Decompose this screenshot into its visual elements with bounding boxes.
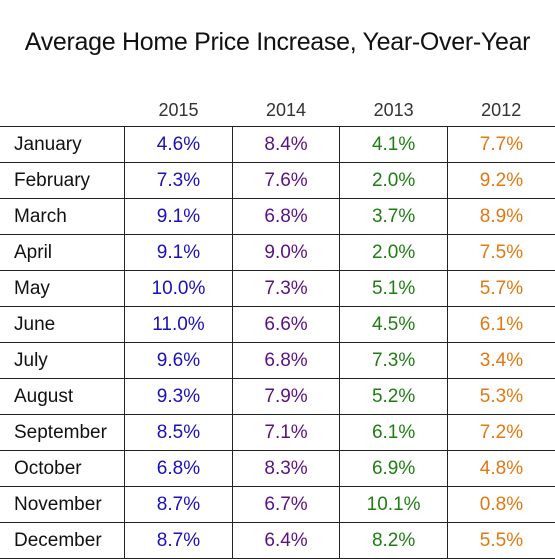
value-cell-2014: 6.8% xyxy=(231,198,341,235)
value-cell-2012: 9.2% xyxy=(446,162,555,199)
value-cell-2013: 7.3% xyxy=(339,342,448,379)
month-label: June xyxy=(0,306,126,343)
value-cell-2013: 10.1% xyxy=(339,486,448,523)
header-year: 2015 xyxy=(158,99,199,120)
value-cell-2012: 5.5% xyxy=(446,522,555,559)
value-cell-2012: 5.7% xyxy=(446,270,555,307)
value-cell-2015: 9.3% xyxy=(124,378,233,415)
header-row: 2015 2014 2013 2012 xyxy=(0,94,555,127)
value-cell-2015: 8.5% xyxy=(124,414,233,451)
header-year: 2014 xyxy=(266,99,307,120)
table-row: November 8.7% 6.7% 10.1% 0.8% xyxy=(0,486,555,523)
value-cell-2013: 3.7% xyxy=(339,198,448,235)
table-row: July 9.6% 6.8% 7.3% 3.4% xyxy=(0,342,555,379)
header-year: 2012 xyxy=(481,99,522,120)
table-row: August 9.3% 7.9% 5.2% 5.3% xyxy=(0,378,555,415)
value-cell-2014: 8.4% xyxy=(231,126,341,163)
value-cell-2013: 6.1% xyxy=(339,414,448,451)
value-cell-2015: 10.0% xyxy=(124,270,233,307)
value-cell-2014: 6.8% xyxy=(231,342,341,379)
table-row: March 9.1% 6.8% 3.7% 8.9% xyxy=(0,198,555,235)
value-cell-2013: 6.9% xyxy=(339,450,448,487)
value-cell-2015: 9.1% xyxy=(124,234,233,271)
value-cell-2015: 7.3% xyxy=(124,162,233,199)
value-cell-2012: 7.7% xyxy=(446,126,555,163)
value-cell-2015: 9.6% xyxy=(124,342,233,379)
value-cell-2013: 4.1% xyxy=(339,126,448,163)
header-year: 2013 xyxy=(373,99,414,120)
month-label: July xyxy=(0,342,126,379)
value-cell-2012: 5.3% xyxy=(446,378,555,415)
month-label: April xyxy=(0,234,126,271)
month-label: December xyxy=(0,522,126,559)
table-row: September 8.5% 7.1% 6.1% 7.2% xyxy=(0,414,555,451)
value-cell-2012: 4.8% xyxy=(446,450,555,487)
table-row: May 10.0% 7.3% 5.1% 5.7% xyxy=(0,270,555,307)
value-cell-2014: 6.6% xyxy=(231,306,341,343)
value-cell-2012: 3.4% xyxy=(446,342,555,379)
month-label: October xyxy=(0,450,126,487)
value-cell-2012: 8.9% xyxy=(446,198,555,235)
chart-title: Average Home Price Increase, Year-Over-Y… xyxy=(24,28,531,56)
value-cell-2014: 9.0% xyxy=(231,234,341,271)
header-blank xyxy=(0,94,125,127)
value-cell-2012: 6.1% xyxy=(446,306,555,343)
value-cell-2014: 7.1% xyxy=(231,414,341,451)
table-row: October 6.8% 8.3% 6.9% 4.8% xyxy=(0,450,555,487)
value-cell-2012: 7.2% xyxy=(446,414,555,451)
table-row: January 4.6% 8.4% 4.1% 7.7% xyxy=(0,126,555,163)
value-cell-2014: 6.4% xyxy=(231,522,341,559)
value-cell-2013: 5.2% xyxy=(339,378,448,415)
value-cell-2013: 2.0% xyxy=(339,162,448,199)
value-cell-2015: 6.8% xyxy=(124,450,233,487)
value-cell-2013: 5.1% xyxy=(339,270,448,307)
value-cell-2015: 11.0% xyxy=(124,306,233,343)
table-row: June 11.0% 6.6% 4.5% 6.1% xyxy=(0,306,555,343)
month-label: August xyxy=(0,378,126,415)
price-table: 2015 2014 2013 2012 January 4.6% 8.4% 4.1% 7… xyxy=(0,94,555,559)
value-cell-2014: 8.3% xyxy=(231,450,341,487)
month-label: November xyxy=(0,486,126,523)
value-cell-2013: 4.5% xyxy=(339,306,448,343)
value-cell-2014: 7.9% xyxy=(231,378,341,415)
value-cell-2013: 8.2% xyxy=(339,522,448,559)
value-cell-2014: 7.6% xyxy=(231,162,341,199)
month-label: September xyxy=(0,414,126,451)
month-label: January xyxy=(0,126,126,163)
value-cell-2013: 2.0% xyxy=(339,234,448,271)
value-cell-2015: 8.7% xyxy=(124,486,233,523)
table-row: February 7.3% 7.6% 2.0% 9.2% xyxy=(0,162,555,199)
value-cell-2015: 9.1% xyxy=(124,198,233,235)
value-cell-2015: 4.6% xyxy=(124,126,233,163)
table-row: December 8.7% 6.4% 8.2% 5.5% xyxy=(0,522,555,559)
month-label: May xyxy=(0,270,126,307)
table-row: April 9.1% 9.0% 2.0% 7.5% xyxy=(0,234,555,271)
value-cell-2015: 8.7% xyxy=(124,522,233,559)
month-label: February xyxy=(0,162,126,199)
value-cell-2014: 7.3% xyxy=(231,270,341,307)
value-cell-2012: 0.8% xyxy=(446,486,555,523)
value-cell-2014: 6.7% xyxy=(231,486,341,523)
value-cell-2012: 7.5% xyxy=(446,234,555,271)
month-label: March xyxy=(0,198,126,235)
